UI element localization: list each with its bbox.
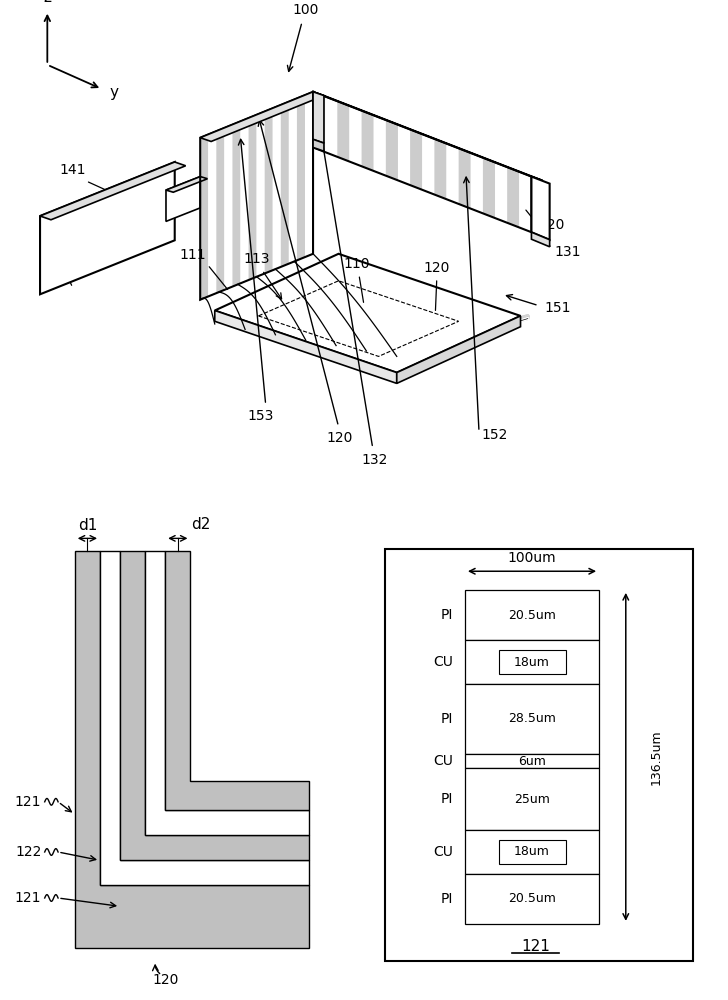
Polygon shape (248, 115, 257, 280)
Bar (465, 684, 599, 754)
Polygon shape (398, 125, 410, 185)
Polygon shape (435, 139, 446, 199)
Text: 152: 152 (482, 428, 508, 442)
Text: 6um: 6um (518, 755, 546, 768)
Text: 120: 120 (152, 973, 178, 987)
Text: 18um: 18um (514, 845, 550, 858)
PathPatch shape (145, 551, 309, 835)
Text: y: y (109, 85, 118, 100)
Text: 153: 153 (248, 409, 274, 423)
Polygon shape (305, 92, 313, 257)
Polygon shape (208, 131, 216, 296)
Polygon shape (471, 153, 483, 213)
Polygon shape (313, 92, 324, 143)
Text: 140: 140 (38, 240, 64, 254)
Text: d1: d1 (78, 518, 97, 533)
Text: 121: 121 (15, 795, 41, 809)
Polygon shape (362, 111, 373, 171)
Polygon shape (200, 134, 208, 300)
Text: CU: CU (433, 655, 454, 669)
Text: PI: PI (441, 608, 454, 622)
Polygon shape (459, 148, 471, 209)
Text: 28.5um: 28.5um (508, 712, 556, 725)
Polygon shape (166, 177, 200, 221)
Polygon shape (531, 177, 550, 240)
Polygon shape (507, 167, 519, 227)
Polygon shape (215, 310, 397, 383)
Polygon shape (373, 115, 386, 176)
Polygon shape (215, 254, 521, 373)
Bar (465, 590, 599, 640)
Polygon shape (265, 108, 273, 273)
Text: 151: 151 (545, 301, 571, 315)
Bar (465, 640, 599, 684)
PathPatch shape (120, 551, 309, 860)
Text: 20.5um: 20.5um (508, 609, 556, 622)
Text: 18um: 18um (514, 656, 550, 669)
Polygon shape (216, 128, 224, 293)
Polygon shape (531, 232, 550, 247)
Text: PI: PI (441, 792, 454, 806)
Text: CU: CU (433, 845, 454, 859)
Bar (465, 874, 599, 924)
Polygon shape (289, 98, 297, 264)
FancyBboxPatch shape (384, 549, 693, 961)
Polygon shape (519, 172, 531, 232)
Text: PI: PI (441, 892, 454, 906)
Bar (465, 768, 599, 830)
Text: 100: 100 (293, 3, 319, 17)
Polygon shape (386, 120, 398, 180)
Polygon shape (325, 97, 337, 157)
Text: 141: 141 (60, 163, 86, 177)
Polygon shape (232, 121, 240, 287)
Text: 132: 132 (361, 453, 387, 467)
Polygon shape (397, 316, 521, 383)
Polygon shape (495, 162, 507, 223)
Polygon shape (349, 106, 362, 166)
Text: 120: 120 (424, 261, 450, 275)
Text: 110: 110 (344, 257, 370, 271)
Text: 113: 113 (243, 252, 269, 266)
Polygon shape (483, 158, 495, 218)
Text: PI: PI (441, 712, 454, 726)
Text: 121: 121 (15, 891, 41, 905)
PathPatch shape (75, 551, 309, 948)
Text: 100um: 100um (507, 551, 556, 565)
Polygon shape (446, 144, 459, 204)
Polygon shape (313, 92, 542, 180)
Polygon shape (40, 162, 175, 294)
Bar (499, 650, 566, 674)
Polygon shape (224, 125, 232, 290)
Polygon shape (240, 118, 248, 283)
Text: 131: 131 (555, 245, 581, 259)
Polygon shape (166, 177, 207, 192)
Text: 122: 122 (15, 845, 41, 859)
Polygon shape (410, 129, 422, 190)
PathPatch shape (165, 551, 309, 810)
Text: 120: 120 (326, 431, 352, 445)
Text: CU: CU (433, 754, 454, 768)
Bar (465, 754, 599, 768)
Polygon shape (297, 95, 305, 260)
Polygon shape (40, 162, 186, 220)
Bar (499, 840, 566, 864)
Polygon shape (257, 111, 265, 277)
Text: 25um: 25um (514, 793, 550, 806)
Text: 120: 120 (539, 218, 565, 232)
Text: 20.5um: 20.5um (508, 892, 556, 905)
Text: 121: 121 (521, 939, 550, 954)
Polygon shape (200, 92, 324, 141)
PathPatch shape (100, 551, 309, 885)
Polygon shape (313, 92, 325, 152)
Polygon shape (313, 139, 324, 151)
Bar (465, 830, 599, 874)
Polygon shape (273, 105, 281, 270)
Text: z: z (44, 0, 51, 5)
Text: 136.5um: 136.5um (649, 729, 662, 785)
Polygon shape (281, 102, 289, 267)
Text: d2: d2 (191, 517, 210, 532)
Text: 111: 111 (180, 248, 206, 262)
Polygon shape (422, 134, 435, 195)
Polygon shape (337, 101, 349, 162)
